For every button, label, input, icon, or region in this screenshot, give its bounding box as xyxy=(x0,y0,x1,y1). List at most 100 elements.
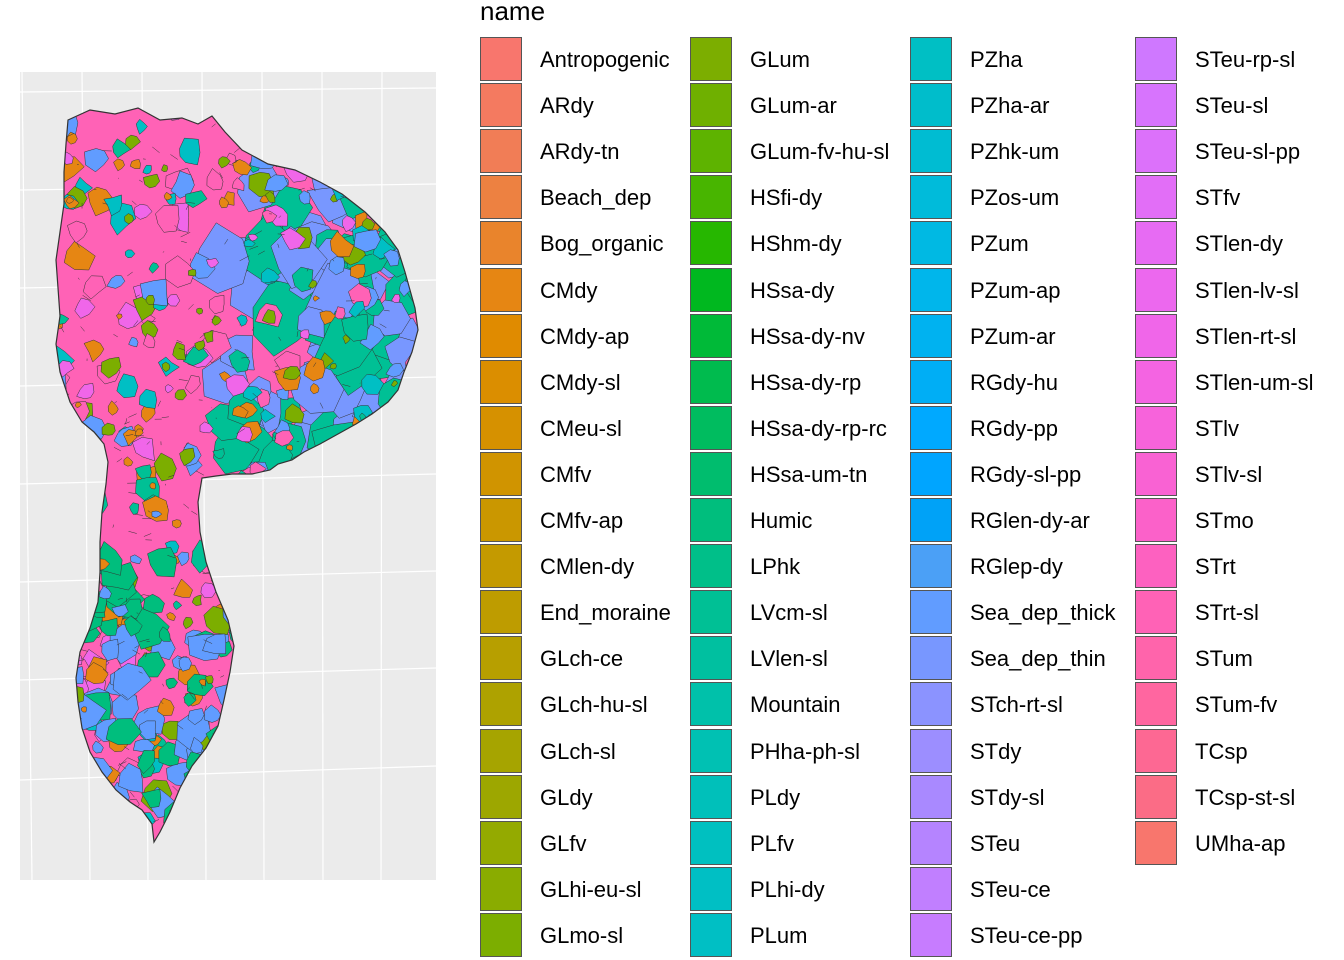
soil-polygon xyxy=(183,692,197,707)
soil-polygon xyxy=(118,762,144,793)
legend-label: ARdy xyxy=(540,93,594,119)
legend-key-swatch xyxy=(1135,544,1177,589)
soil-polygon xyxy=(361,373,385,395)
soil-polygon xyxy=(161,361,171,373)
soil-polygon xyxy=(261,209,278,224)
soil-boundary-line xyxy=(131,200,137,205)
legend-label: STch-rt-sl xyxy=(970,692,1063,718)
legend-item: STeu-ce-pp xyxy=(910,912,1140,959)
soil-boundary-line xyxy=(157,400,161,407)
legend-key-swatch xyxy=(910,83,952,128)
soil-boundary-line xyxy=(162,683,164,687)
soil-boundary-line xyxy=(272,371,279,375)
soil-boundary-line xyxy=(146,441,150,445)
soil-polygon xyxy=(174,389,187,401)
legend-item: End_moraine xyxy=(480,590,710,636)
legend-label: PLum xyxy=(750,922,808,948)
soil-polygon xyxy=(390,380,398,388)
soil-polygon xyxy=(391,294,401,303)
soil-polygon xyxy=(113,158,125,172)
legend-item: TCsp-st-sl xyxy=(1135,774,1344,821)
legend-key-swatch xyxy=(910,313,952,358)
soil-boundary-line xyxy=(232,161,237,164)
legend-label: PZos-um xyxy=(970,185,1060,211)
soil-polygon xyxy=(218,156,231,169)
legend-item: STrt-sl xyxy=(1135,590,1344,636)
legend-label: Beach_dep xyxy=(540,185,652,211)
legend-key-swatch xyxy=(1135,313,1177,358)
legend-key-swatch xyxy=(1135,267,1177,312)
soil-boundary-line xyxy=(123,421,130,425)
legend-key-swatch xyxy=(910,498,952,542)
soil-boundary-line xyxy=(186,202,195,204)
legend-item: STeu-sl xyxy=(1135,83,1344,129)
soil-boundary-line xyxy=(278,336,282,341)
legend-key-swatch xyxy=(480,682,522,727)
legend-item: STeu-ce xyxy=(910,866,1140,913)
soil-boundary-line xyxy=(134,645,138,649)
soil-polygon xyxy=(200,582,218,599)
soil-polygon xyxy=(203,330,214,343)
soil-polygon xyxy=(260,408,276,423)
legend-item: STmo xyxy=(1135,498,1344,544)
soil-polygon xyxy=(231,177,245,192)
soil-polygon xyxy=(211,315,222,326)
soil-boundary-line xyxy=(128,531,137,534)
legend-title: name xyxy=(480,0,546,26)
legend-item: PZum-ar xyxy=(910,313,1140,360)
legend-key-swatch xyxy=(690,129,732,174)
soil-boundary-line xyxy=(167,555,176,559)
legend-label: GLum-ar xyxy=(750,93,837,119)
soil-boundary-line xyxy=(383,309,390,312)
soil-polygon xyxy=(342,334,351,345)
soil-polygon xyxy=(63,241,96,271)
legend-label: STlen-lv-sl xyxy=(1195,277,1299,303)
soil-boundary-line xyxy=(296,440,300,442)
legend-key-swatch xyxy=(910,129,952,174)
legend-label: STeu-rp-sl xyxy=(1195,47,1296,72)
legend-label: PLfv xyxy=(750,830,795,856)
soil-polygon xyxy=(243,239,256,248)
soil-polygon xyxy=(101,422,116,436)
legend-label: STrt xyxy=(1195,554,1236,580)
legend-item: Beach_dep xyxy=(480,175,710,221)
legend-label: Sea_dep_thin xyxy=(970,646,1106,672)
soil-boundary-line xyxy=(125,418,128,425)
legend-key-swatch xyxy=(910,590,952,635)
legend-item: PZos-um xyxy=(910,175,1140,221)
legend-label: STfv xyxy=(1195,185,1241,211)
legend-key-swatch xyxy=(690,313,732,358)
soil-polygon xyxy=(83,275,107,300)
soil-polygon xyxy=(184,375,201,395)
legend-item: CMfv xyxy=(480,451,710,498)
legend-key-swatch xyxy=(1135,774,1177,819)
legend-key-swatch xyxy=(480,267,522,312)
soil-polygon xyxy=(298,190,311,205)
soil-boundary-line xyxy=(332,258,335,262)
legend-label: STrt-sl xyxy=(1195,600,1259,626)
legend-item: ARdy-tn xyxy=(480,129,710,175)
soil-polygon xyxy=(204,704,222,723)
soil-boundary-line xyxy=(211,123,216,128)
legend-label: STdy-sl xyxy=(970,784,1045,810)
soil-polygon xyxy=(66,196,75,204)
legend-label: STum xyxy=(1195,646,1253,672)
legend-label: TCsp xyxy=(1195,738,1248,764)
soil-polygon xyxy=(202,633,227,655)
legend-label: Humic xyxy=(750,508,813,533)
legend-item: Sea_dep_thick xyxy=(910,590,1140,636)
legend-item: GLfv xyxy=(480,820,710,867)
legend-key-swatch xyxy=(690,451,732,496)
legend-item: RGlep-dy xyxy=(910,544,1140,590)
legend-key-swatch xyxy=(690,83,732,128)
soil-polygon xyxy=(310,383,320,395)
legend-item: CMlen-dy xyxy=(480,544,710,590)
soil-polygon xyxy=(153,452,177,482)
soil-polygon xyxy=(341,313,369,342)
legend-key-swatch xyxy=(690,544,732,589)
soil-polygon xyxy=(74,297,96,319)
soil-polygon xyxy=(178,656,192,672)
legend-key-swatch xyxy=(690,728,732,773)
legend-item: Antropogenic xyxy=(480,37,710,83)
soil-boundary-line xyxy=(236,428,245,434)
